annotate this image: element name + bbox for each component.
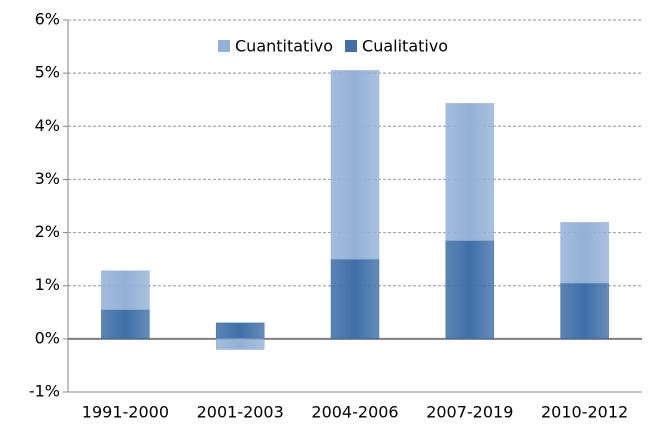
x-tick-label: 1991-2000 [82, 403, 169, 422]
bar-segment [560, 282, 609, 340]
x-tick-label: 2004-2006 [311, 403, 398, 422]
y-tick-label: 5% [35, 63, 60, 82]
bar-segment [101, 309, 150, 340]
y-tick-label: 4% [35, 116, 60, 135]
y-tick-label: 0% [35, 328, 60, 347]
bar-segment [330, 258, 380, 340]
bar-segment [560, 222, 609, 284]
legend-label: Cualitativo [362, 37, 448, 56]
y-tick-label: 2% [35, 222, 60, 241]
legend-swatch [345, 40, 358, 52]
bar-segment [330, 70, 380, 260]
bar-segment [445, 240, 495, 340]
legend-label: Cuantitativo [235, 37, 333, 56]
legend: Cuantitativo Cualitativo [218, 37, 448, 56]
bar-segment [445, 103, 495, 241]
y-tick-label: 1% [35, 275, 60, 294]
bar-segment [215, 338, 265, 350]
x-tick-label: 2001-2003 [197, 403, 284, 422]
x-tick-label: 2007-2019 [426, 403, 513, 422]
bar-segment [215, 322, 265, 340]
y-tick-label: 6% [35, 10, 60, 29]
y-tick-label: -1% [29, 382, 60, 401]
legend-swatch [218, 40, 230, 52]
bar-segment [101, 270, 150, 310]
x-tick-label: 2010-2012 [541, 403, 628, 422]
y-tick-label: 3% [35, 169, 60, 188]
